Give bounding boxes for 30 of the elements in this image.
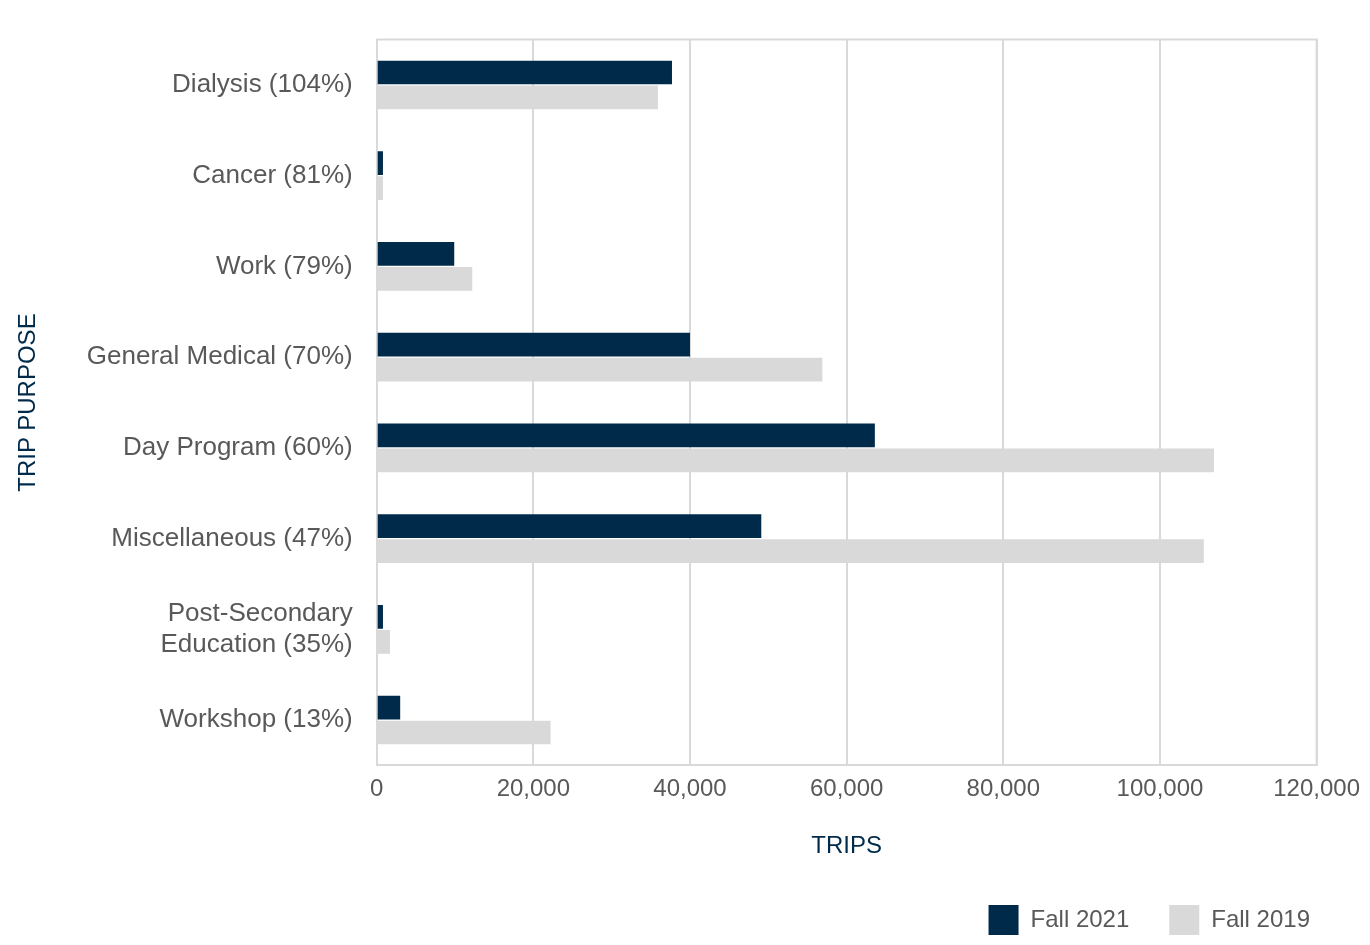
bar <box>377 242 455 266</box>
y-tick-label: General Medical (70%) <box>86 340 353 371</box>
y-tick-label: Post-Secondary Education (35%) <box>160 596 353 659</box>
bar <box>377 60 672 85</box>
x-axis-title: TRIPS <box>811 831 882 859</box>
bar <box>377 604 383 629</box>
y-tick-label: Workshop (13%) <box>159 703 353 734</box>
x-tick-label: 120,000 <box>1273 774 1361 802</box>
bar <box>377 514 762 538</box>
x-tick-label: 40,000 <box>653 774 727 802</box>
y-tick-label: Dialysis (104%) <box>172 68 353 99</box>
bar <box>377 695 401 720</box>
x-tick-label: 80,000 <box>966 774 1041 802</box>
bar <box>377 267 473 291</box>
bar <box>377 176 383 201</box>
y-tick-label: Miscellaneous (47%) <box>111 521 353 552</box>
y-axis-title: TRIP PURPOSE <box>13 313 41 492</box>
y-tick-label: Cancer (81%) <box>192 158 353 189</box>
bar <box>377 629 391 654</box>
y-tick-label: Work (79%) <box>215 249 353 280</box>
bar <box>377 151 383 176</box>
legend-label: Fall 2021 <box>1030 904 1130 932</box>
legend-label: Fall 2019 <box>1211 904 1310 932</box>
bar <box>377 332 690 357</box>
x-tick-label: 60,000 <box>809 774 884 802</box>
bar <box>377 423 875 448</box>
x-tick-label: 0 <box>370 774 384 802</box>
x-tick-label: 20,000 <box>496 774 571 802</box>
x-tick-label: 100,000 <box>1116 774 1204 802</box>
y-tick-label: Day Program (60%) <box>122 431 353 462</box>
